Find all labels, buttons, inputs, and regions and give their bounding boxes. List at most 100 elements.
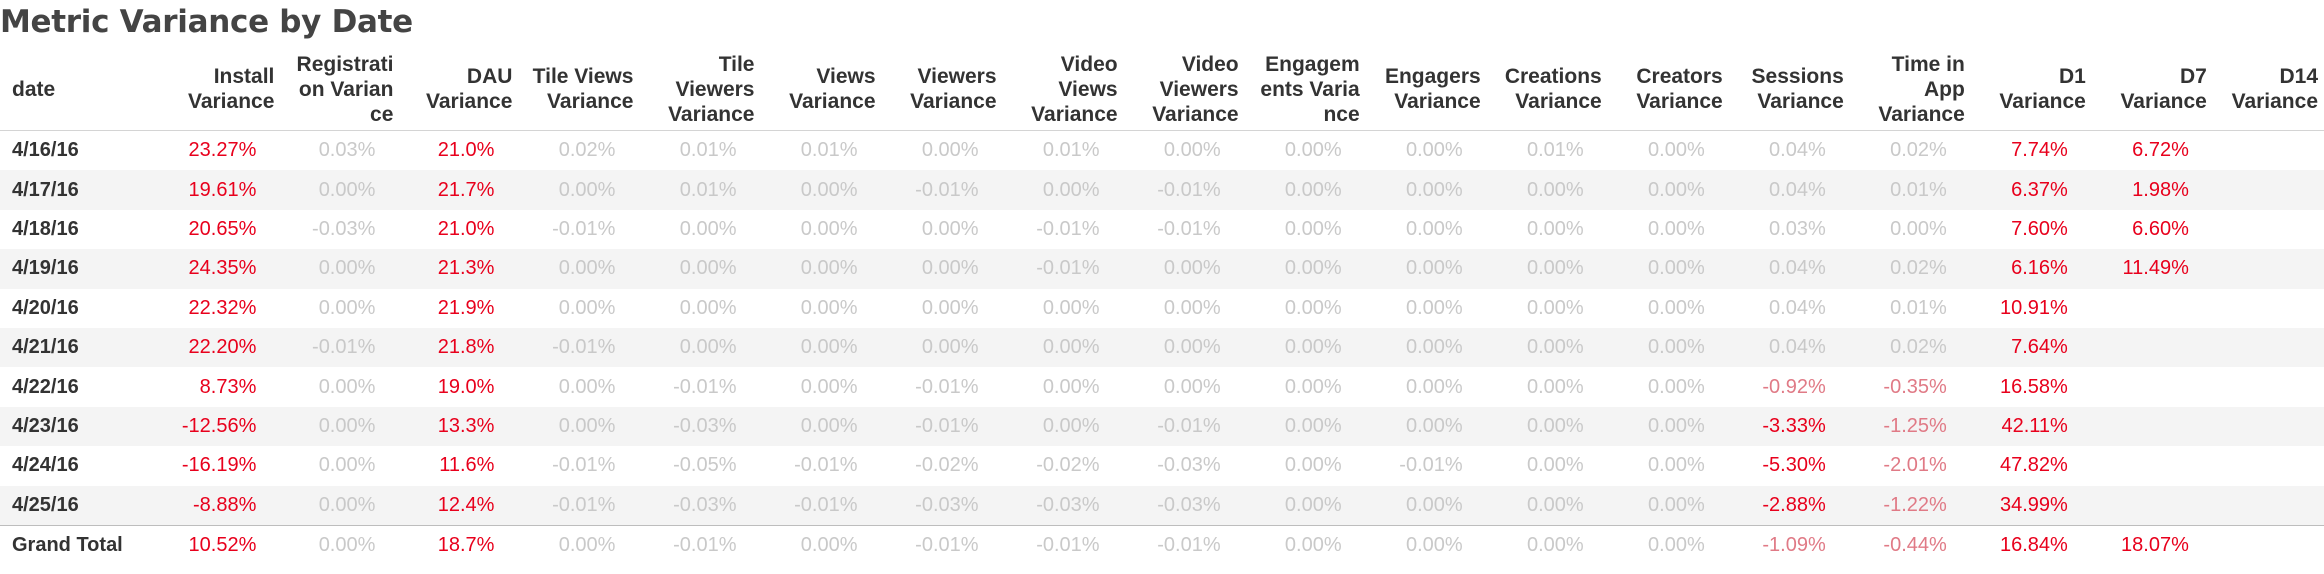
variance-cell[interactable]: 0.00% xyxy=(518,249,640,289)
variance-cell[interactable] xyxy=(2213,131,2324,171)
variance-cell[interactable]: 0.00% xyxy=(1244,485,1366,526)
total-cell[interactable]: -0.01% xyxy=(639,524,761,566)
variance-cell[interactable]: -8.88% xyxy=(161,485,281,526)
variance-cell[interactable]: 8.73% xyxy=(199,375,257,398)
row-date-label[interactable]: 4/20/16 xyxy=(12,296,79,319)
variance-cell[interactable]: 0.00% xyxy=(1486,406,1608,447)
variance-cell[interactable]: 7.64% xyxy=(1970,327,2092,368)
total-cell[interactable]: -0.01% xyxy=(1002,524,1124,566)
variance-cell[interactable]: -0.01% xyxy=(280,327,400,368)
total-cell[interactable]: -1.09% xyxy=(1728,524,1850,566)
variance-cell[interactable]: 0.00% xyxy=(318,296,376,319)
variance-cell[interactable]: 22.32% xyxy=(188,296,257,319)
variance-cell[interactable]: 22.20% xyxy=(161,327,281,368)
variance-cell[interactable]: 0.00% xyxy=(518,170,640,210)
variance-cell[interactable]: 47.82% xyxy=(1999,454,2068,477)
variance-cell[interactable] xyxy=(2213,446,2324,485)
variance-cell[interactable]: -0.01% xyxy=(881,406,1003,447)
variance-cell[interactable]: 0.00% xyxy=(1042,296,1100,319)
variance-cell[interactable]: -0.03% xyxy=(881,485,1003,526)
variance-cell[interactable]: 0.01% xyxy=(1890,296,1947,319)
row-date-label[interactable]: 4/25/16 xyxy=(0,485,162,526)
variance-cell[interactable]: 7.60% xyxy=(2011,217,2068,240)
row-date-label[interactable]: 4/23/16 xyxy=(0,406,162,447)
variance-cell[interactable] xyxy=(2092,289,2213,328)
variance-cell[interactable]: -1.25% xyxy=(1849,406,1971,447)
column-header[interactable]: Install Variance xyxy=(161,48,281,131)
variance-cell[interactable]: 0.00% xyxy=(1002,406,1124,447)
variance-cell[interactable]: 0.04% xyxy=(1769,296,1826,319)
variance-cell[interactable]: -2.88% xyxy=(1728,485,1850,526)
variance-cell[interactable]: 0.00% xyxy=(1244,406,1366,447)
variance-cell[interactable]: 0.00% xyxy=(1526,296,1584,319)
variance-cell[interactable]: 0.00% xyxy=(280,406,400,447)
variance-cell[interactable]: 0.00% xyxy=(1365,170,1487,210)
variance-cell[interactable] xyxy=(2212,327,2324,368)
variance-cell[interactable]: 0.00% xyxy=(1607,170,1729,210)
total-cell[interactable]: 0.00% xyxy=(1365,524,1487,566)
variance-cell[interactable]: 0.02% xyxy=(1849,327,1971,368)
variance-cell[interactable]: 0.00% xyxy=(1607,249,1729,289)
variance-cell[interactable]: 0.00% xyxy=(1890,217,1947,240)
variance-cell[interactable] xyxy=(2212,170,2324,210)
variance-cell[interactable]: -0.01% xyxy=(1157,217,1221,240)
variance-cell[interactable]: 0.00% xyxy=(1607,485,1729,526)
variance-cell[interactable]: 0.01% xyxy=(1849,170,1971,210)
total-cell[interactable]: -0.01% xyxy=(881,524,1003,566)
variance-cell[interactable] xyxy=(2091,485,2213,526)
variance-cell[interactable]: -0.01% xyxy=(760,485,882,526)
row-date-label[interactable]: 4/24/16 xyxy=(12,454,79,477)
variance-cell[interactable]: -0.01% xyxy=(1002,249,1124,289)
variance-cell[interactable]: -0.03% xyxy=(639,406,761,447)
variance-cell[interactable]: -0.03% xyxy=(312,217,376,240)
column-header[interactable]: Viewers Variance xyxy=(881,48,1003,131)
variance-cell[interactable]: 11.6% xyxy=(439,454,495,477)
variance-cell[interactable]: 0.00% xyxy=(1405,217,1463,240)
variance-cell[interactable]: 6.72% xyxy=(2132,139,2189,162)
variance-cell[interactable]: 0.00% xyxy=(318,375,376,398)
row-date-label[interactable]: 4/18/16 xyxy=(12,217,79,240)
variance-cell[interactable]: 0.00% xyxy=(280,485,400,526)
total-cell[interactable]: 0.00% xyxy=(280,524,400,566)
variance-cell[interactable]: 0.00% xyxy=(1244,327,1366,368)
variance-cell[interactable]: 0.00% xyxy=(679,296,737,319)
variance-cell[interactable]: 0.00% xyxy=(1365,327,1487,368)
variance-cell[interactable]: -3.33% xyxy=(1728,406,1850,447)
variance-cell[interactable]: -0.01% xyxy=(552,217,616,240)
variance-cell[interactable]: 0.00% xyxy=(1486,249,1608,289)
variance-cell[interactable]: -0.03% xyxy=(1123,485,1245,526)
variance-cell[interactable]: 0.00% xyxy=(318,454,376,477)
variance-cell[interactable] xyxy=(2213,289,2324,328)
column-header[interactable]: Engagem ents Varia nce xyxy=(1244,48,1366,131)
variance-cell[interactable] xyxy=(2213,210,2324,249)
variance-cell[interactable]: 0.00% xyxy=(1002,170,1124,210)
variance-cell[interactable]: 0.00% xyxy=(1163,375,1221,398)
variance-cell[interactable]: 0.00% xyxy=(881,327,1003,368)
variance-cell[interactable]: -0.03% xyxy=(1002,485,1124,526)
variance-cell[interactable]: 10.91% xyxy=(1999,296,2068,319)
variance-cell[interactable]: 0.01% xyxy=(1526,139,1584,162)
variance-cell[interactable]: -5.30% xyxy=(1762,454,1826,477)
total-cell[interactable]: 16.84% xyxy=(1970,524,2092,566)
variance-cell[interactable]: 0.00% xyxy=(1244,249,1366,289)
variance-cell[interactable]: 0.00% xyxy=(1648,375,1705,398)
total-cell[interactable]: 0.00% xyxy=(760,524,882,566)
variance-cell[interactable]: 0.01% xyxy=(679,139,737,162)
variance-cell[interactable]: 0.00% xyxy=(1284,296,1342,319)
variance-cell[interactable] xyxy=(2212,249,2324,289)
variance-cell[interactable]: 0.04% xyxy=(1728,170,1850,210)
variance-cell[interactable]: -12.56% xyxy=(161,406,281,447)
variance-cell[interactable]: 19.61% xyxy=(161,170,281,210)
column-header[interactable]: Views Variance xyxy=(760,48,882,131)
variance-cell[interactable]: 0.00% xyxy=(1405,139,1463,162)
column-header[interactable]: Sessions Variance xyxy=(1728,48,1850,131)
variance-cell[interactable]: 34.99% xyxy=(1970,485,2092,526)
column-header[interactable]: Registrati on Varian ce xyxy=(280,48,400,131)
total-cell[interactable]: -0.01% xyxy=(1123,524,1245,566)
variance-cell[interactable]: 21.9% xyxy=(437,296,495,319)
variance-cell[interactable]: 19.0% xyxy=(437,375,495,398)
variance-cell[interactable]: -2.01% xyxy=(1883,454,1947,477)
variance-cell[interactable]: 21.3% xyxy=(399,249,519,289)
total-cell[interactable]: 10.52% xyxy=(161,524,281,566)
variance-cell[interactable]: 11.49% xyxy=(2091,249,2213,289)
